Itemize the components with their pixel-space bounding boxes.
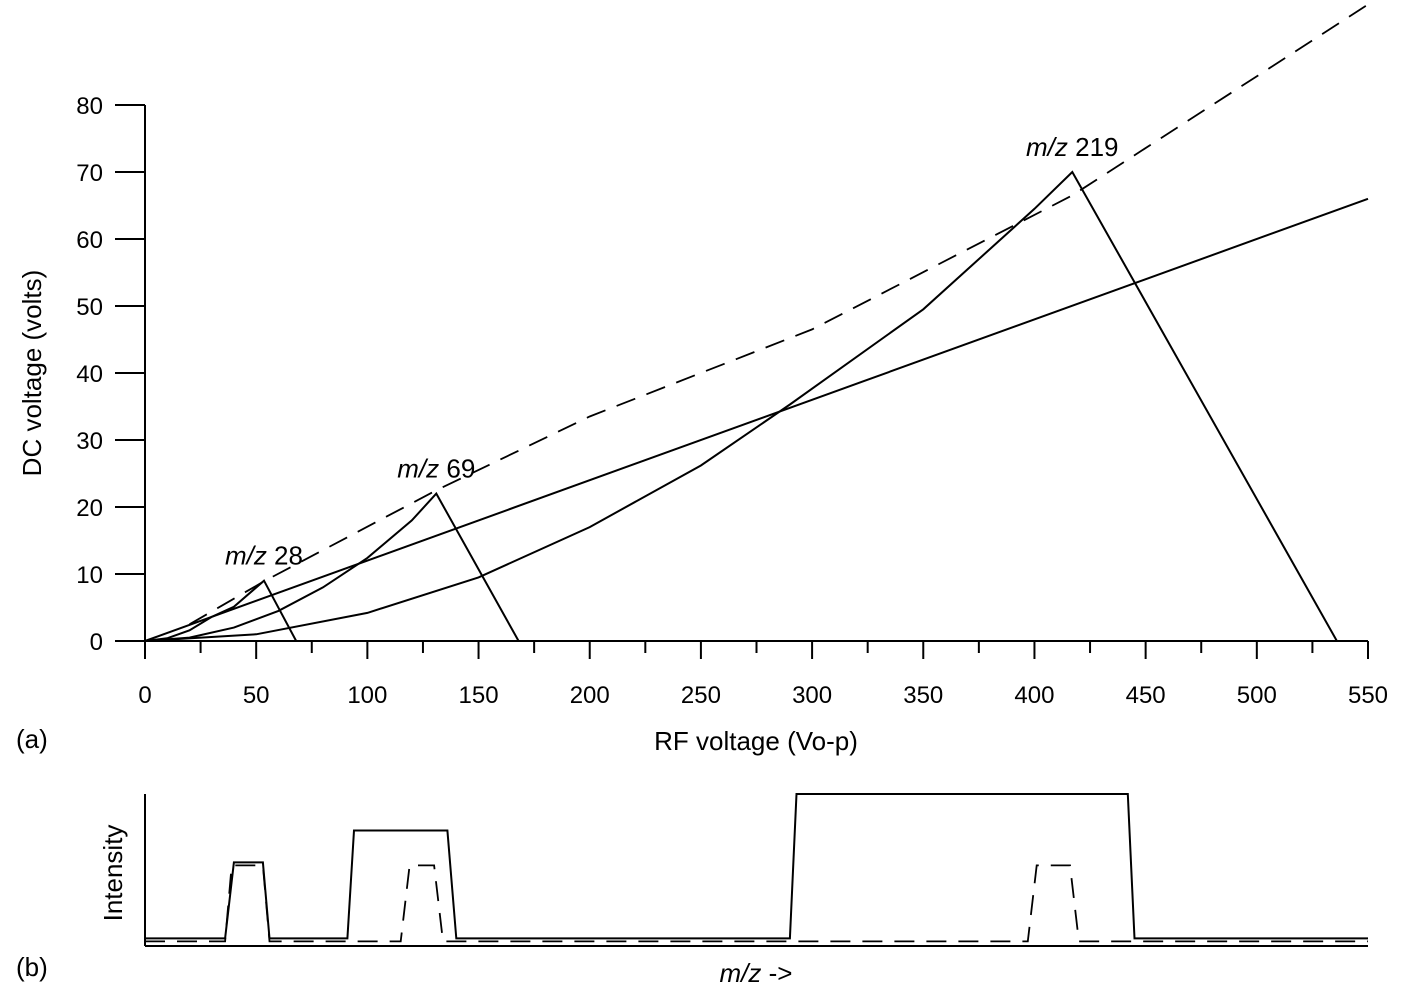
y-tick-label: 60 <box>76 227 103 254</box>
x-tick-label: 300 <box>792 682 832 709</box>
y-tick-label: 70 <box>76 160 103 187</box>
y-tick-label: 20 <box>76 495 103 522</box>
x-axis-label: RF voltage (Vo-p) <box>654 726 858 756</box>
b-series-line <box>145 864 1368 943</box>
series-group <box>144 3 1369 642</box>
y-tick-label: 80 <box>76 93 103 120</box>
y-axis-label: DC voltage (volts) <box>17 270 47 477</box>
panel-b: Intensity m/z -> (b) <box>16 793 1368 988</box>
x-tick-label: 0 <box>138 682 151 709</box>
y-tick-label: 10 <box>76 562 103 589</box>
x-tick-label: 250 <box>681 682 721 709</box>
x-tick-label: 150 <box>459 682 499 709</box>
b-x-axis-label-suffix: -> <box>761 958 792 988</box>
x-tick-label: 450 <box>1126 682 1166 709</box>
y-ticks: 0 10 20 30 40 50 60 70 80 <box>76 93 145 656</box>
series-line <box>144 197 1369 642</box>
panel-label-b: (b) <box>16 952 48 982</box>
y-tick-label: 40 <box>76 361 103 388</box>
series-line <box>189 3 1369 626</box>
b-series-group <box>145 793 1368 943</box>
series-line <box>144 491 520 642</box>
annotations: m/z 28 m/z 69 m/z 219 <box>225 132 1119 571</box>
x-tick-label: 50 <box>243 682 270 709</box>
y-tick-label: 0 <box>90 629 103 656</box>
x-tick-label: 500 <box>1237 682 1277 709</box>
b-x-axis-label-prefix: m/z <box>720 958 762 988</box>
peak-annotation: m/z 69 <box>397 454 475 484</box>
peak-annotation: m/z 219 <box>1026 132 1119 162</box>
x-tick-label: 100 <box>347 682 387 709</box>
series-line <box>144 170 1338 642</box>
peak-annotation: m/z 28 <box>225 541 303 571</box>
x-tick-label: 350 <box>903 682 943 709</box>
x-tick-label: 400 <box>1014 682 1054 709</box>
panel-label-a: (a) <box>16 724 48 754</box>
b-x-axis-label: m/z -> <box>720 958 793 988</box>
x-tick-label: 550 <box>1348 682 1388 709</box>
x-ticks: 0 50 100 150 200 250 300 350 400 450 500 550 <box>138 641 1388 709</box>
b-series-line <box>145 793 1368 940</box>
y-tick-label: 50 <box>76 294 103 321</box>
b-y-axis-label: Intensity <box>98 825 128 922</box>
x-tick-label: 200 <box>570 682 610 709</box>
panel-a: 0 50 100 150 200 250 300 350 400 450 500 550 0 10 20 3… <box>16 3 1388 756</box>
y-tick-label: 30 <box>76 428 103 455</box>
